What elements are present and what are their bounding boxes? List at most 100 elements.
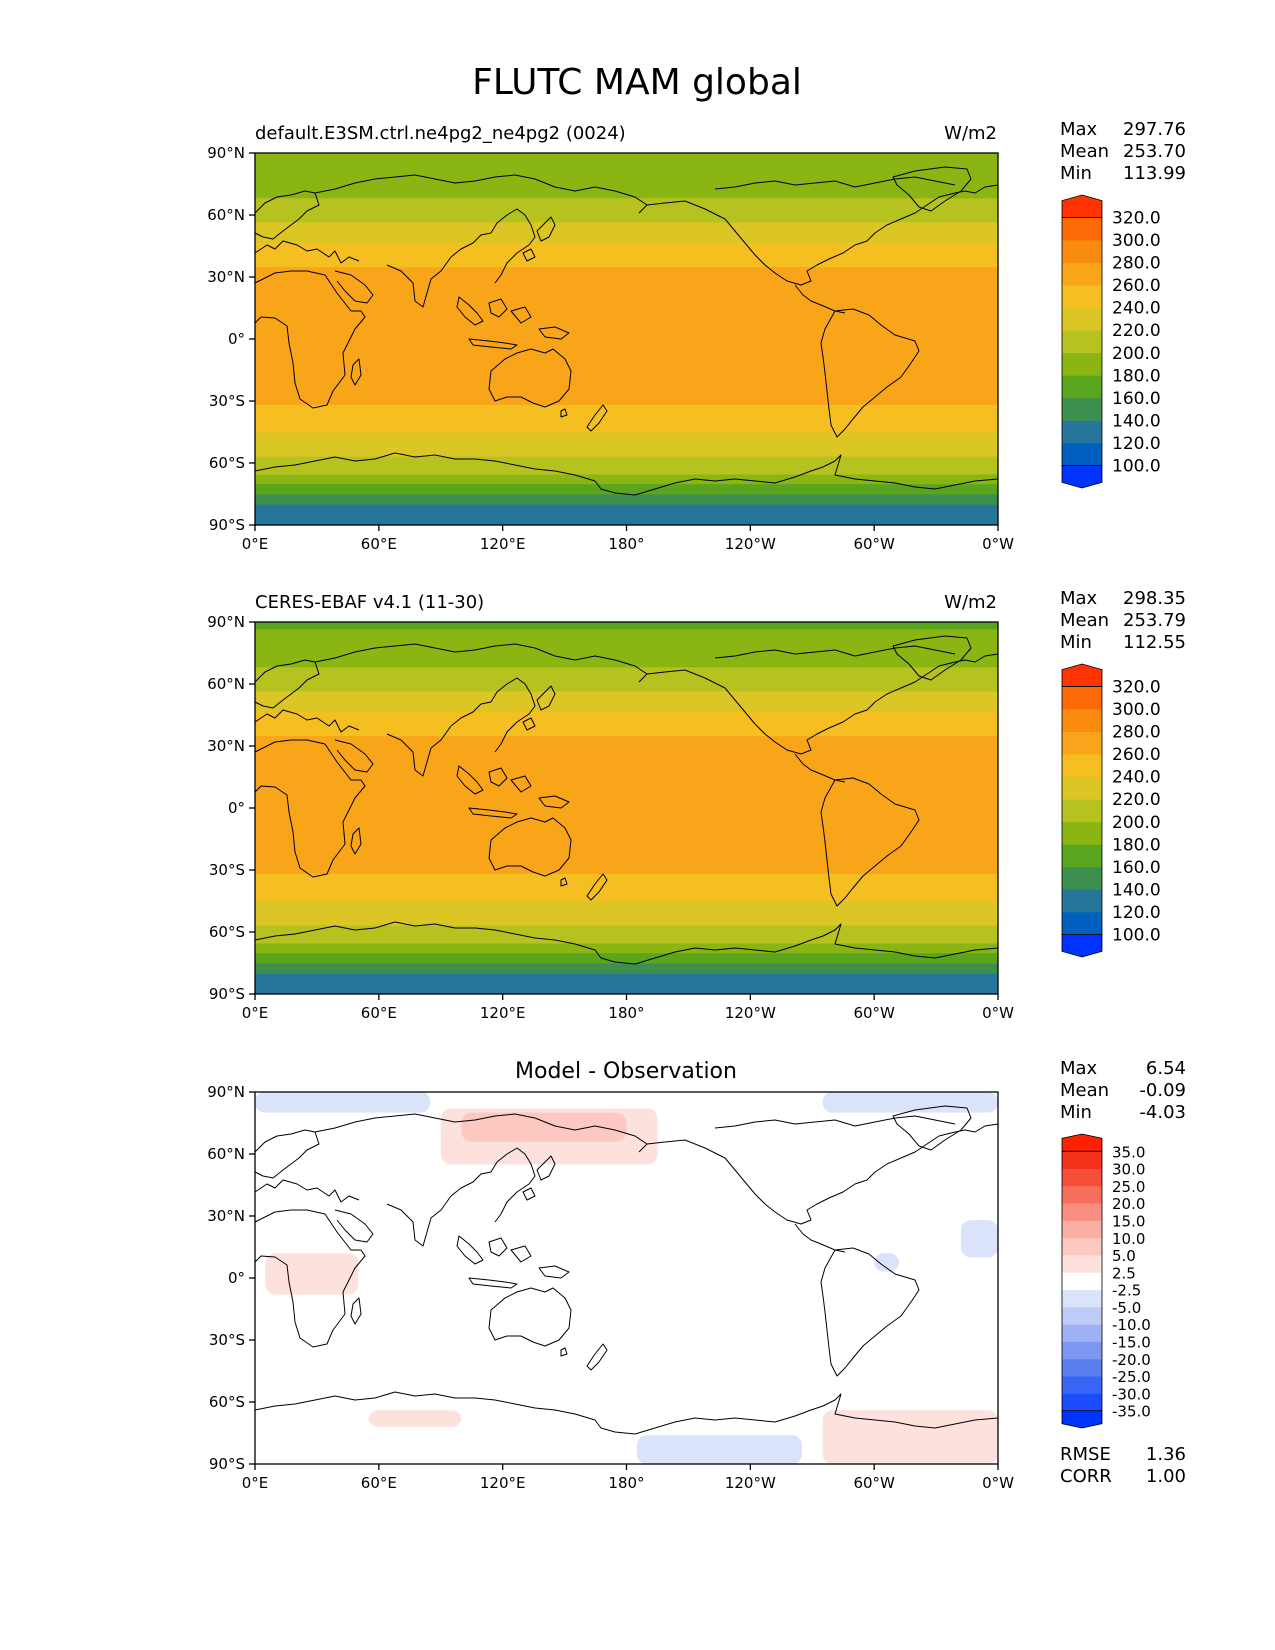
field-band <box>255 252 998 257</box>
field-band <box>255 756 998 761</box>
colorbar-label: 220.0 <box>1112 321 1161 341</box>
field-band <box>255 225 998 230</box>
field-band <box>255 418 998 423</box>
lat-axis: 90°N 60°N 30°N 0° 30°S 60°S 90°S <box>207 613 255 1003</box>
field-band <box>255 511 998 516</box>
panel-observation: CERES-EBAF v4.1 (11-30) W/m2 90°N 60°N 30°… <box>207 588 1186 1022</box>
field-band <box>255 990 998 995</box>
field-band <box>255 963 998 966</box>
field-band <box>255 356 998 361</box>
stat-min-value: 113.99 <box>1123 163 1186 184</box>
colorbar-label: -10.0 <box>1112 1316 1151 1334</box>
field-band <box>255 349 998 354</box>
colorbar-extend-high <box>1061 194 1103 218</box>
field-band <box>255 521 998 526</box>
field-band <box>255 835 998 840</box>
colorbar-segment <box>1062 1341 1102 1360</box>
field-band <box>255 270 998 275</box>
colorbar-label: 120.0 <box>1112 434 1161 454</box>
lat-tick-label: 60°S <box>209 923 245 941</box>
field-band <box>255 694 998 699</box>
colorbar-label: -2.5 <box>1112 1282 1141 1300</box>
field-band <box>255 228 998 233</box>
stat-max-value: 298.35 <box>1123 588 1186 609</box>
field-band <box>255 390 998 395</box>
lon-tick-label: 60°E <box>361 535 397 553</box>
field-band <box>255 759 998 764</box>
stat-min-value: -4.03 <box>1139 1102 1186 1123</box>
colorbar-segment <box>1062 776 1102 800</box>
field-band <box>255 721 998 726</box>
field-band <box>255 197 998 202</box>
field-band <box>255 873 998 878</box>
field-band <box>255 708 998 713</box>
field-band <box>255 632 998 637</box>
stat-max-value: 6.54 <box>1146 1058 1186 1079</box>
field-band <box>255 452 998 457</box>
lon-tick-label: 0°W <box>982 1474 1014 1492</box>
lon-tick-label: 60°W <box>853 1004 895 1022</box>
field-band <box>255 839 998 843</box>
colorbar-segment <box>1062 1255 1102 1273</box>
lon-tick-label: 60°W <box>853 1474 895 1492</box>
field-band <box>255 950 998 954</box>
field-band <box>255 502 998 505</box>
panel-difference: Model - Observation 90°N 60°N 30°N 0° 30°S 60… <box>207 1058 1186 1492</box>
colorbar-extend-high <box>1061 1133 1103 1152</box>
colorbar-label: 260.0 <box>1112 276 1161 296</box>
field-band <box>255 476 998 481</box>
field-band <box>255 373 998 378</box>
stats-box: Max 297.76 Mean 253.70 Min 113.99 <box>1060 119 1186 184</box>
field-band <box>255 663 998 668</box>
colorbar-label: 220.0 <box>1112 790 1161 810</box>
field-band <box>255 866 998 871</box>
field-band <box>255 383 998 388</box>
colorbar-label: 320.0 <box>1112 678 1161 698</box>
field-band <box>255 204 998 209</box>
field-band <box>255 479 998 483</box>
field-band <box>255 649 998 654</box>
field-band <box>255 465 998 470</box>
field-band <box>255 342 998 347</box>
field-band <box>255 421 998 426</box>
lat-tick-label: 0° <box>228 1269 245 1287</box>
colorbar-label: 25.0 <box>1112 1178 1145 1196</box>
field-band <box>255 925 998 930</box>
colorbar-label: 120.0 <box>1112 903 1161 923</box>
colorbar-label: 10.0 <box>1112 1230 1145 1248</box>
lat-axis: 90°N 60°N 30°N 0° 30°S 60°S 90°S <box>207 144 255 534</box>
colorbar-segment <box>1062 911 1102 935</box>
field-band <box>255 697 998 702</box>
lat-tick-label: 60°N <box>207 675 245 693</box>
field-band <box>255 277 998 281</box>
field-band <box>255 814 998 819</box>
field-band <box>255 474 998 478</box>
lat-tick-label: 60°S <box>209 454 245 472</box>
colorbar-segment <box>1062 375 1102 399</box>
field-band <box>255 969 998 972</box>
stat-mean-value: 253.70 <box>1123 141 1186 162</box>
stat-min-label: Min <box>1060 1102 1092 1123</box>
lon-tick-label: 0°W <box>982 535 1014 553</box>
field-band <box>255 163 998 168</box>
field-band <box>255 239 998 244</box>
field-band <box>255 500 998 503</box>
field-band <box>255 311 998 316</box>
rmse-value: 1.36 <box>1146 1444 1186 1465</box>
field-band <box>255 804 998 809</box>
field-band <box>255 945 998 950</box>
field-band <box>255 442 998 447</box>
colorbar-segment <box>1062 1393 1102 1412</box>
colorbar-label: 100.0 <box>1112 925 1161 945</box>
stat-mean-label: Mean <box>1060 141 1109 162</box>
field-band <box>255 801 998 806</box>
field-band <box>255 318 998 323</box>
field-band <box>255 266 998 271</box>
stat-mean-value: 253.79 <box>1123 610 1186 631</box>
anomaly-patch <box>960 1220 998 1258</box>
field-band <box>255 914 998 919</box>
field-band <box>255 173 998 178</box>
lon-axis: 0°E 60°E 120°E 180° 120°W 60°W 0°W <box>242 1464 1014 1492</box>
colorbar-segment <box>1062 420 1102 444</box>
lon-tick-label: 0°W <box>982 1004 1014 1022</box>
